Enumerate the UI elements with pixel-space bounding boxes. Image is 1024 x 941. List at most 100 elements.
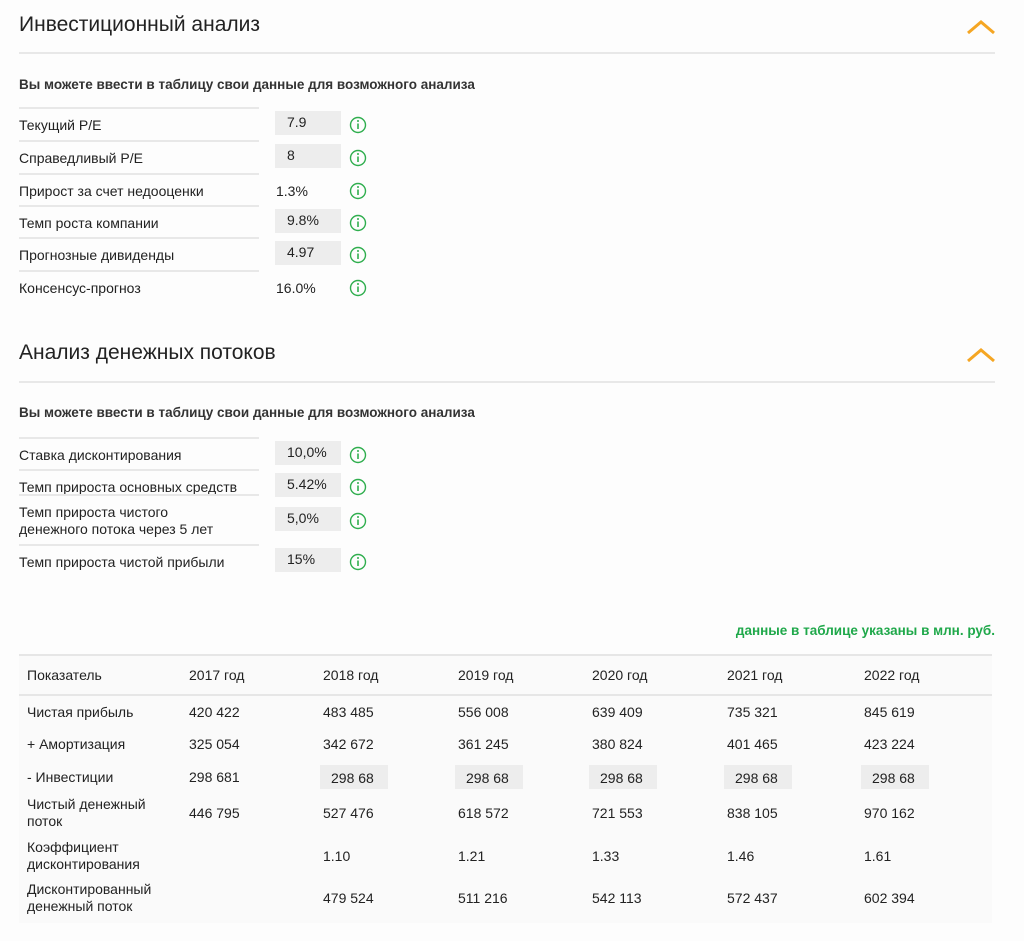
- cell-value: 572 437: [727, 890, 778, 906]
- cell-value: 479 524: [323, 890, 374, 906]
- row-separator: [19, 437, 259, 439]
- field-label: Темп роста компании: [19, 215, 159, 231]
- field-value: 5,0%: [287, 510, 319, 526]
- cell-value: 401 465: [727, 736, 778, 752]
- row-separator: [19, 205, 259, 207]
- collapse-toggle[interactable]: [966, 347, 996, 363]
- cell-value: 721 553: [592, 805, 643, 821]
- field-label: Темп прироста основных средств: [19, 479, 238, 495]
- row-separator: [19, 237, 259, 239]
- input-field[interactable]: [320, 765, 388, 789]
- cell-value: 298 68: [466, 770, 509, 786]
- cell-value: 1.33: [592, 848, 620, 864]
- cell-value: 1.21: [458, 848, 486, 864]
- input-field[interactable]: [275, 241, 341, 265]
- cell-value: 1.10: [323, 848, 351, 864]
- input-field[interactable]: [275, 441, 341, 465]
- cell-value: 483 485: [323, 704, 374, 720]
- cell-value: 298 68: [735, 770, 778, 786]
- cell-value: 618 572: [458, 805, 509, 821]
- input-field[interactable]: [589, 765, 657, 789]
- field-label: Прогнозные дивиденды: [19, 247, 175, 263]
- info-icon[interactable]: [349, 116, 367, 134]
- cell-value: 298 68: [600, 770, 643, 786]
- cell-value: 838 105: [727, 805, 778, 821]
- input-field[interactable]: [724, 765, 792, 789]
- cell-value: 556 008: [458, 704, 509, 720]
- row-label: - Инвестиции: [27, 769, 114, 785]
- cell-value: 298 681: [189, 769, 240, 785]
- field-label: Текущий P/E: [19, 117, 102, 133]
- input-field[interactable]: [275, 111, 341, 135]
- field-value: 1.3%: [276, 183, 308, 199]
- info-icon[interactable]: [349, 553, 367, 571]
- section-subtitle: Вы можете ввести в таблицу свои данные д…: [19, 405, 475, 420]
- cell-value: 325 054: [189, 736, 240, 752]
- cell-value: 527 476: [323, 805, 374, 821]
- column-header: 2017 год: [189, 667, 245, 683]
- input-field[interactable]: [275, 144, 341, 168]
- info-icon[interactable]: [349, 446, 367, 464]
- cell-value: 361 245: [458, 736, 509, 752]
- cell-value: 420 422: [189, 704, 240, 720]
- cell-value: 298 68: [331, 770, 374, 786]
- column-header: 2020 год: [592, 667, 648, 683]
- collapse-toggle[interactable]: [966, 19, 996, 35]
- table-border: [19, 694, 992, 696]
- input-field[interactable]: [455, 765, 523, 789]
- field-label: Справедливый P/E: [19, 150, 143, 166]
- input-field[interactable]: [275, 548, 341, 572]
- cell-value: 1.61: [864, 848, 892, 864]
- row-separator: [19, 494, 259, 496]
- column-header: 2022 год: [864, 667, 920, 683]
- field-label: Ставка дисконтирования: [19, 447, 182, 463]
- field-value: 9.8%: [287, 212, 319, 228]
- table-background: [19, 655, 992, 923]
- info-icon[interactable]: [349, 478, 367, 496]
- info-icon[interactable]: [349, 182, 367, 200]
- column-header: 2019 год: [458, 667, 514, 683]
- field-label: Консенсус-прогноз: [19, 280, 141, 296]
- column-header: 2021 год: [727, 667, 783, 683]
- input-field[interactable]: [861, 765, 929, 789]
- table-border: [19, 654, 992, 656]
- field-value: 8: [287, 147, 295, 163]
- divider: [19, 52, 995, 54]
- cell-value: 970 162: [864, 805, 915, 821]
- field-value: 15%: [287, 551, 316, 567]
- section-title: Инвестиционный анализ: [19, 13, 260, 36]
- cell-value: 845 619: [864, 704, 915, 720]
- info-icon[interactable]: [349, 279, 367, 297]
- field-value: 16.0%: [276, 280, 316, 296]
- row-separator: [19, 107, 259, 109]
- cell-value: 639 409: [592, 704, 643, 720]
- info-icon[interactable]: [349, 246, 367, 264]
- note: данные в таблице указаны в млн. руб.: [735, 623, 995, 638]
- row-label: Чистый денежный поток: [27, 796, 146, 829]
- cell-value: 542 113: [592, 890, 642, 906]
- row-label: Дисконтированный денежный поток: [27, 881, 152, 914]
- info-icon[interactable]: [349, 214, 367, 232]
- cell-value: 602 394: [864, 890, 915, 906]
- field-value: 10,0%: [287, 444, 327, 460]
- input-field[interactable]: [275, 209, 341, 233]
- cell-value: 423 224: [864, 736, 915, 752]
- cell-value: 380 824: [592, 736, 643, 752]
- field-value: 5.42%: [287, 476, 327, 492]
- field-value: 7.9: [287, 114, 307, 130]
- input-field[interactable]: [275, 507, 341, 531]
- section-subtitle: Вы можете ввести в таблицу свои данные д…: [19, 77, 475, 92]
- column-header: Показатель: [27, 667, 102, 683]
- input-field[interactable]: [275, 473, 341, 497]
- cell-value: 446 795: [189, 805, 240, 821]
- column-header: 2018 год: [323, 667, 379, 683]
- cell-value: 298 68: [872, 770, 915, 786]
- field-label: Темп прироста чистого денежного потока ч…: [19, 504, 214, 537]
- cell-value: 1.46: [727, 848, 755, 864]
- info-icon[interactable]: [349, 149, 367, 167]
- row-label: + Амортизация: [27, 736, 126, 752]
- info-icon[interactable]: [349, 512, 367, 530]
- row-separator: [19, 140, 259, 142]
